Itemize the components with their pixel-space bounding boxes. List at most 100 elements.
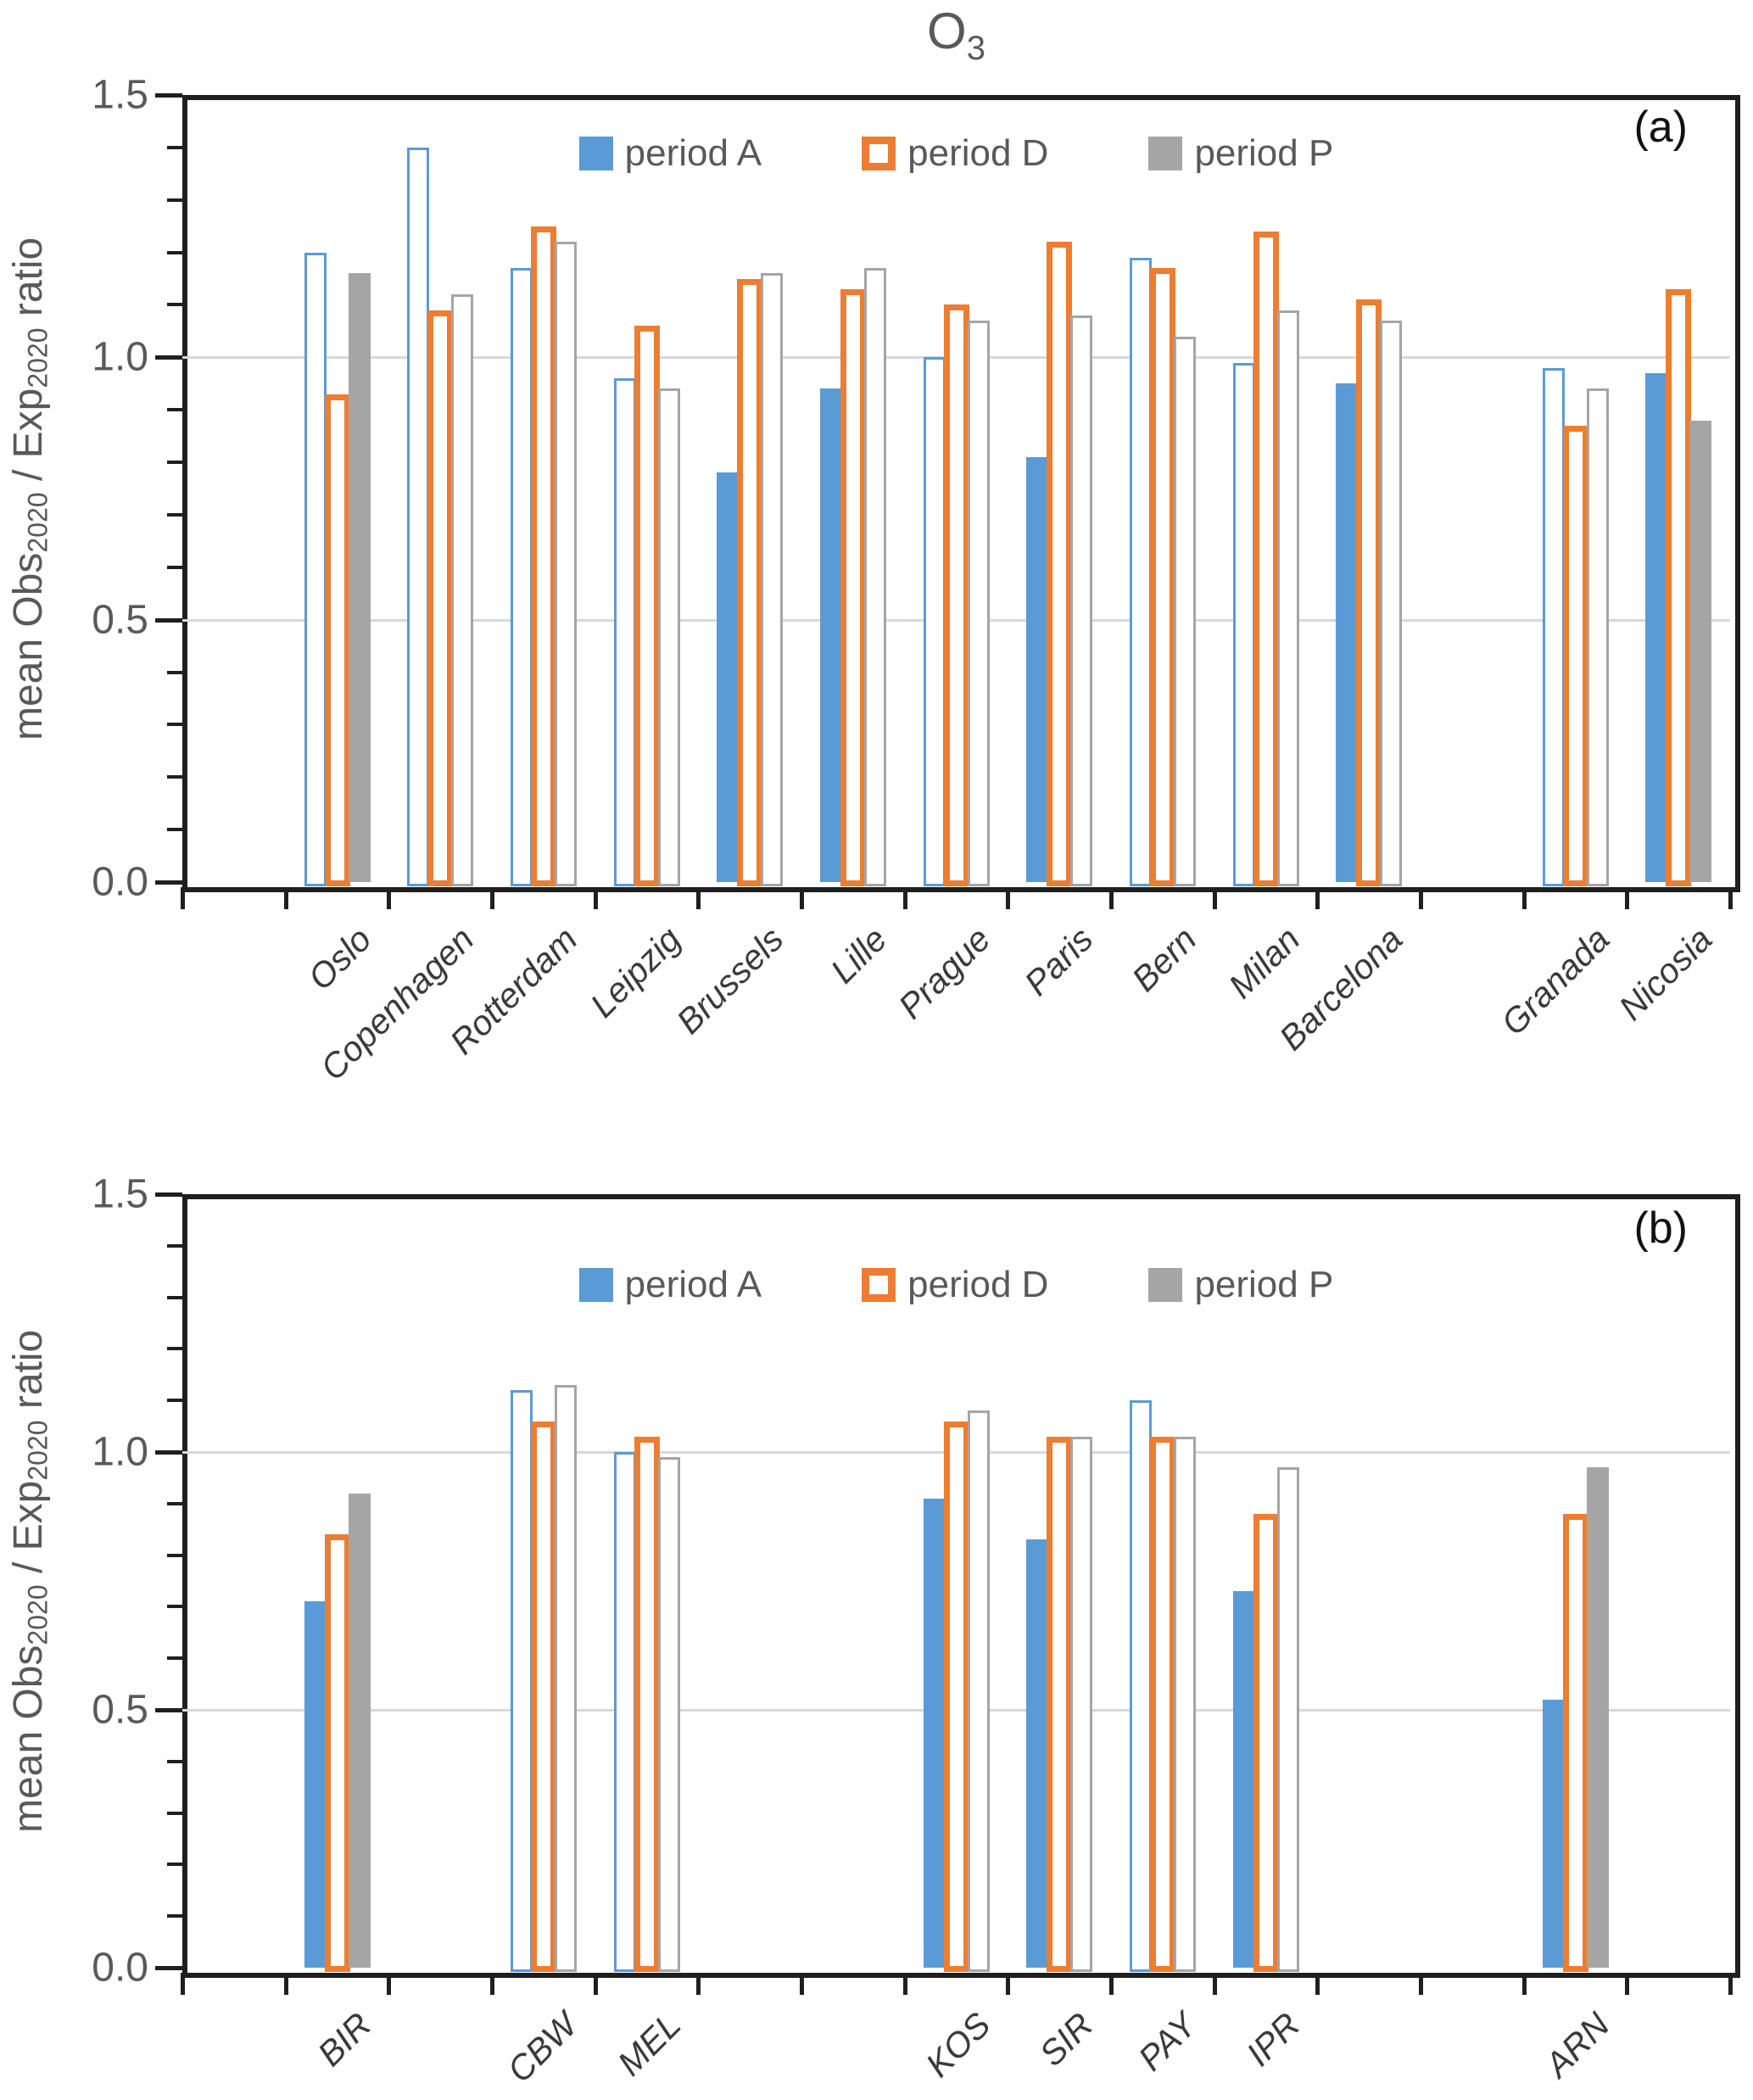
bar-period-D-Paris (1047, 242, 1072, 886)
bar-period-A-Bern (1130, 258, 1152, 886)
y-axis-minor-tick (167, 1554, 182, 1557)
y-axis-title: mean Obs2020 / Exp2020 ratio (6, 1329, 53, 1833)
bar-period-A-PAY (1130, 1400, 1152, 1972)
y-axis-minor-tick (167, 671, 182, 674)
legend-item-period-A: period A (578, 132, 762, 175)
y-axis-minor-tick (167, 251, 182, 254)
bar-period-A-SIR (1026, 1539, 1048, 1968)
bar-period-D-Milan (1253, 232, 1279, 886)
bar-period-A-Rotterdam (511, 268, 533, 886)
bar-period-P-Granada (1587, 388, 1609, 886)
legend-filled-swatch-icon (578, 1268, 613, 1302)
panel-label-a: (a) (1633, 103, 1688, 152)
bar-period-D-PAY (1150, 1437, 1175, 1972)
bar-period-P-Copenhagen (451, 294, 473, 886)
x-axis-tick (903, 887, 907, 909)
x-axis-tick (800, 1973, 804, 1995)
y-tick-label: 0.5 (92, 1687, 148, 1733)
x-category-label: BIR (310, 2005, 379, 2074)
y-axis-minor-tick (167, 1502, 182, 1505)
bar-period-D-Barcelona (1356, 299, 1382, 886)
bar-period-P-Bern (1174, 337, 1196, 886)
bar-period-P-ARN (1587, 1467, 1609, 1968)
y-axis-major-tick (155, 618, 182, 623)
bar-period-A-MEL (614, 1452, 636, 1972)
bar-period-P-Nicosia (1689, 421, 1711, 882)
x-axis-tick (594, 1973, 598, 1995)
y-axis-major-tick (155, 1966, 182, 1970)
x-axis-tick (800, 887, 804, 909)
legend-item-period-A: period A (578, 1264, 762, 1306)
x-axis-tick (181, 887, 185, 909)
bar-period-A-CBW (511, 1390, 533, 1972)
y-tick-label: 1.0 (92, 1429, 148, 1475)
bar-period-D-Copenhagen (427, 310, 453, 886)
x-axis-tick (387, 887, 391, 909)
bar-period-D-Nicosia (1666, 289, 1691, 886)
y-axis-minor-tick (167, 146, 182, 149)
y-axis-minor-tick (167, 1244, 182, 1248)
bar-period-A-BIR (304, 1601, 327, 1968)
bar-period-D-SIR (1047, 1437, 1072, 1972)
y-axis-title: mean Obs2020 / Exp2020 ratio (6, 237, 53, 740)
y-axis-major-tick (155, 1450, 182, 1455)
plot-area (182, 95, 1740, 892)
x-axis-tick (903, 1973, 907, 1995)
legend-filled-swatch-icon (1148, 137, 1183, 170)
bar-period-A-Copenhagen (407, 148, 429, 886)
y-axis-minor-tick (167, 408, 182, 411)
bar-period-A-Granada (1543, 368, 1565, 886)
page-title: O3 (927, 3, 985, 67)
y-axis-minor-tick (167, 303, 182, 306)
bar-period-P-SIR (1070, 1437, 1092, 1972)
legend: period A period D period P (182, 132, 1730, 175)
y-axis-minor-tick (167, 775, 182, 779)
legend: period A period D period P (182, 1264, 1730, 1306)
x-axis-tick (284, 1973, 288, 1995)
legend-item-period-P: period P (1148, 132, 1333, 175)
bar-period-P-Barcelona (1380, 321, 1402, 886)
x-axis-tick (1728, 887, 1733, 909)
y-axis-major-tick (155, 93, 182, 98)
x-axis-tick (284, 887, 288, 909)
x-axis-tick (1419, 1973, 1423, 1995)
x-axis-tick (387, 1973, 391, 1995)
y-tick-label: 0.0 (92, 1945, 148, 1991)
legend-label: period D (907, 1264, 1049, 1305)
bar-period-P-Paris (1070, 316, 1092, 886)
bar-period-A-Leipzig (614, 378, 636, 886)
legend-filled-swatch-icon (578, 137, 613, 170)
y-axis-minor-tick (167, 513, 182, 517)
y-axis-minor-tick (167, 461, 182, 464)
bar-period-P-KOS (968, 1410, 990, 1972)
bar-period-P-Oslo (349, 273, 371, 882)
legend-item-period-P: period P (1148, 1264, 1333, 1306)
bar-period-A-ARN (1543, 1700, 1565, 1968)
y-tick-label: 1.5 (92, 72, 148, 118)
y-axis-minor-tick (167, 1863, 182, 1866)
bar-period-P-CBW (555, 1385, 577, 1972)
x-axis-tick (1315, 887, 1320, 909)
bar-period-D-Leipzig (634, 326, 660, 886)
x-axis-tick (1522, 1973, 1527, 1995)
legend-label: period A (624, 1264, 762, 1305)
bar-period-A-Paris (1026, 457, 1048, 882)
x-axis-tick (1213, 887, 1217, 909)
bar-period-P-MEL (658, 1457, 680, 1972)
y-tick-label: 1.0 (92, 334, 148, 380)
bar-period-A-Barcelona (1336, 383, 1358, 882)
bar-period-A-Brussels (717, 472, 739, 882)
x-axis-tick (1109, 1973, 1114, 1995)
y-tick-label: 0.5 (92, 597, 148, 643)
x-axis-tick (181, 1973, 185, 1995)
legend-label: period P (1194, 132, 1334, 174)
bar-period-D-Oslo (325, 394, 350, 886)
x-category-label: ARN (1537, 2005, 1617, 2085)
bar-period-D-BIR (325, 1534, 350, 1972)
x-axis-tick (1522, 887, 1527, 909)
bar-period-P-Prague (968, 321, 990, 886)
y-axis-major-tick (155, 1192, 182, 1197)
x-axis-tick (1419, 887, 1423, 909)
bar-period-P-Brussels (761, 273, 783, 886)
